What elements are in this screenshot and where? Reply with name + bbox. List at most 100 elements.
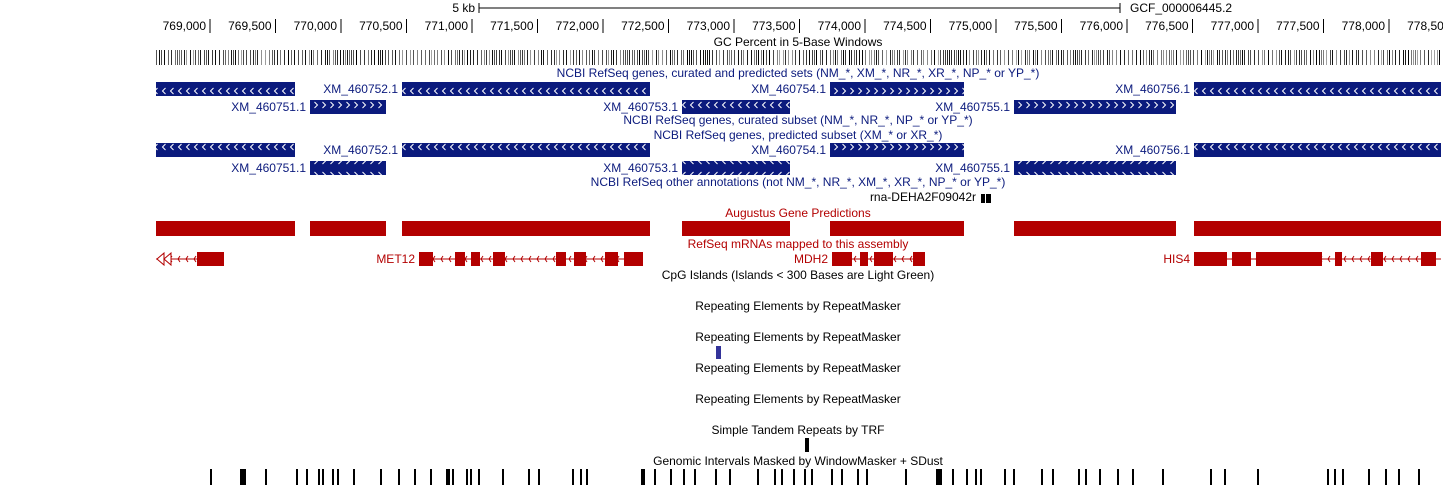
gc-bar	[470, 50, 471, 65]
gene-strand	[1194, 82, 1441, 96]
gc-bar	[1236, 50, 1237, 65]
gc-bar	[1415, 50, 1416, 65]
gc-bar	[444, 50, 445, 65]
ruler-label: 771,000	[425, 19, 469, 33]
gc-bar	[1149, 50, 1150, 65]
gc-bar	[627, 50, 628, 65]
ruler-label: 774,500	[883, 19, 927, 33]
gc-bar	[343, 50, 344, 65]
gc-bar	[788, 50, 789, 65]
gc-bar	[1437, 50, 1438, 65]
gc-bar	[1222, 50, 1223, 65]
mrna-label: HIS4	[1163, 252, 1190, 266]
gc-bar	[1098, 50, 1099, 65]
track-title: NCBI RefSeq genes, curated subset (NM_*,…	[623, 113, 972, 127]
gc-bar	[410, 50, 411, 65]
masked-interval	[466, 469, 468, 485]
gc-bar	[1140, 50, 1141, 65]
gc-bar	[820, 50, 821, 65]
masked-interval	[528, 469, 530, 485]
gc-bar	[179, 50, 180, 65]
gc-bar	[309, 50, 310, 65]
gc-bar	[1272, 50, 1273, 65]
gc-bar	[388, 50, 389, 65]
gc-bar	[494, 50, 495, 65]
gc-bar	[317, 50, 318, 65]
masked-interval	[380, 469, 382, 485]
gc-bar	[321, 50, 322, 65]
exon	[1232, 252, 1251, 266]
gc-bar	[1378, 50, 1379, 65]
gc-bar	[265, 50, 266, 65]
gc-bar	[499, 50, 500, 65]
gc-bar	[851, 50, 852, 65]
gc-bar	[672, 50, 673, 65]
gc-bar	[623, 50, 624, 65]
masked-interval	[1099, 469, 1101, 485]
gc-bar	[457, 50, 458, 65]
gc-bar	[712, 50, 713, 65]
gc-bar	[467, 50, 468, 65]
exon	[1371, 252, 1383, 266]
gc-bar	[1330, 50, 1331, 65]
masked-interval	[448, 469, 450, 485]
gc-bar	[754, 50, 755, 65]
gc-bar	[826, 50, 827, 65]
assembly-label: GCF_000006445.2	[1130, 1, 1232, 15]
gc-bar	[1428, 50, 1429, 65]
exon	[874, 252, 893, 266]
gc-bar	[644, 50, 645, 65]
ruler-label: 772,000	[556, 19, 600, 33]
gc-bar	[368, 50, 369, 65]
intron-arrow	[853, 255, 857, 263]
gc-bar	[696, 50, 697, 65]
gc-bar	[1081, 50, 1082, 65]
intron-arrow	[1399, 255, 1403, 263]
gene-strand	[682, 161, 790, 175]
gene-strand	[1194, 143, 1441, 157]
gc-bar	[1227, 50, 1228, 65]
gc-bar	[809, 50, 810, 65]
intron-arrow	[448, 255, 452, 263]
gc-bar	[1163, 50, 1164, 65]
gc-bar	[1067, 50, 1068, 65]
masked-interval	[337, 469, 339, 485]
gc-bar	[927, 50, 928, 65]
gc-bar	[981, 50, 982, 65]
gc-bar	[677, 50, 678, 65]
prediction	[310, 221, 386, 236]
gene-label: XM_460755.1	[935, 100, 1010, 114]
gc-bar	[1381, 50, 1382, 65]
gc-bar	[171, 50, 172, 65]
gc-bar	[652, 50, 653, 65]
gc-bar	[1290, 50, 1291, 65]
gc-bar	[520, 50, 521, 65]
gc-bar	[1061, 50, 1062, 65]
gc-bar	[598, 50, 599, 65]
gc-bar	[253, 50, 254, 65]
gc-bar	[1316, 50, 1317, 65]
gc-bar	[345, 50, 346, 65]
gc-bar	[871, 50, 872, 65]
prediction	[1194, 221, 1441, 236]
gc-bar	[554, 50, 555, 65]
gc-bar	[1439, 50, 1440, 65]
gc-bar	[161, 50, 162, 65]
gc-bar	[923, 50, 924, 65]
gc-bar	[1336, 50, 1337, 65]
gc-bar	[325, 50, 326, 65]
masked-interval	[1013, 469, 1015, 485]
repeat	[716, 346, 721, 359]
gc-bar	[1250, 50, 1251, 65]
gc-bar	[833, 50, 834, 65]
track-title: Repeating Elements by RepeatMasker	[695, 330, 900, 344]
gc-bar	[1063, 50, 1064, 65]
exon	[556, 252, 566, 266]
masked-interval	[793, 469, 795, 485]
gc-bar	[1128, 50, 1129, 65]
gc-bar	[212, 50, 213, 65]
gc-bar	[899, 50, 900, 65]
gc-bar	[865, 50, 866, 65]
gc-bar	[670, 50, 671, 65]
